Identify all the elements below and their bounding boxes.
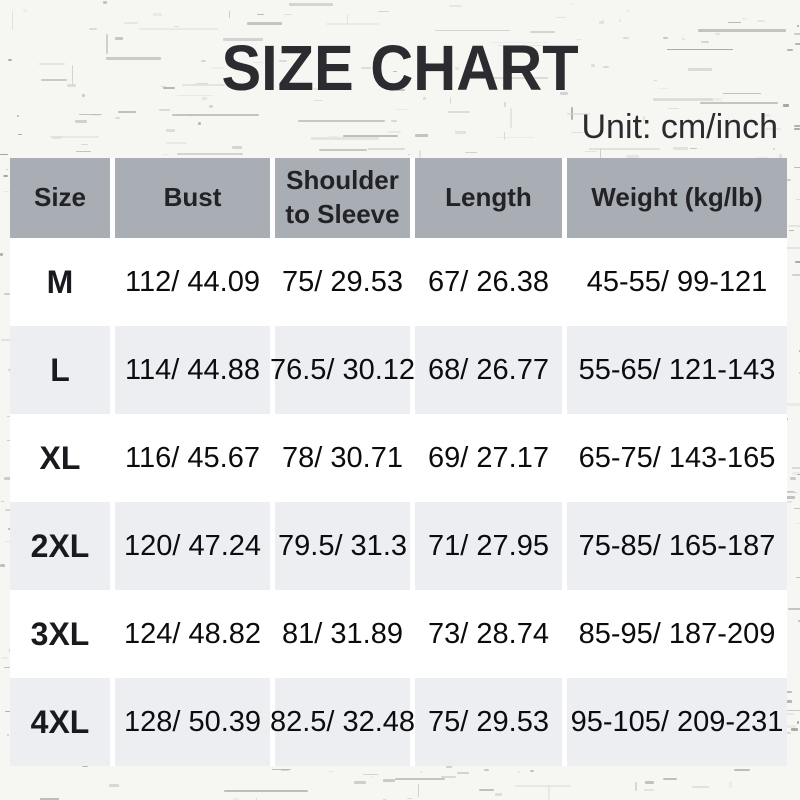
table-row-m: M 112/ 44.09 75/ 29.53 67/ 26.38 45-55/ … <box>10 238 787 326</box>
table-row-l: L 114/ 44.88 76.5/ 30.12 68/ 26.77 55-65… <box>10 326 787 414</box>
size-cell: L <box>10 326 110 414</box>
measurement-cell-length: 75/ 29.53 <box>415 678 562 766</box>
measurement-cell-length: 67/ 26.38 <box>415 238 562 326</box>
page-title: SIZE CHART <box>221 32 579 104</box>
column-header-length: Length <box>415 158 562 238</box>
measurement-cell-shoulder: 78/ 30.71 <box>275 414 410 502</box>
size-chart-table: Size Bust Shoulder to Sleeve Length Weig… <box>10 158 787 766</box>
measurement-cell-bust: 116/ 45.67 <box>115 414 270 502</box>
table-header-row: Size Bust Shoulder to Sleeve Length Weig… <box>10 158 787 238</box>
measurement-cell-bust: 120/ 47.24 <box>115 502 270 590</box>
measurement-cell-weight: 85-95/ 187-209 <box>567 590 787 678</box>
measurement-cell-weight: 45-55/ 99-121 <box>567 238 787 326</box>
size-cell: M <box>10 238 110 326</box>
column-header-shoulder-to-sleeve: Shoulder to Sleeve <box>275 158 410 238</box>
measurement-cell-weight: 65-75/ 143-165 <box>567 414 787 502</box>
measurement-cell-shoulder: 79.5/ 31.3 <box>275 502 410 590</box>
measurement-cell-bust: 112/ 44.09 <box>115 238 270 326</box>
measurement-cell-shoulder: 82.5/ 32.48 <box>270 678 415 766</box>
measurement-cell-length: 69/ 27.17 <box>415 414 562 502</box>
measurement-cell-length: 71/ 27.95 <box>415 502 562 590</box>
measurement-cell-bust: 124/ 48.82 <box>115 590 270 678</box>
column-header-bust: Bust <box>115 158 270 238</box>
measurement-cell-shoulder: 75/ 29.53 <box>275 238 410 326</box>
size-cell: XL <box>10 414 110 502</box>
unit-label: Unit: cm/inch <box>581 108 779 146</box>
table-row-3xl: 3XL 124/ 48.82 81/ 31.89 73/ 28.74 85-95… <box>10 590 787 678</box>
measurement-cell-length: 68/ 26.77 <box>415 326 562 414</box>
size-cell: 2XL <box>10 502 110 590</box>
size-cell: 4XL <box>10 678 110 766</box>
measurement-cell-length: 73/ 28.74 <box>415 590 562 678</box>
size-cell: 3XL <box>10 590 110 678</box>
measurement-cell-weight: 55-65/ 121-143 <box>567 326 787 414</box>
measurement-cell-bust: 128/ 50.39 <box>115 678 270 766</box>
measurement-cell-bust: 114/ 44.88 <box>115 326 270 414</box>
table-row-2xl: 2XL 120/ 47.24 79.5/ 31.3 71/ 27.95 75-8… <box>10 502 787 590</box>
measurement-cell-weight: 95-105/ 209-231 <box>567 678 787 766</box>
measurement-cell-shoulder: 76.5/ 30.12 <box>270 326 415 414</box>
measurement-cell-shoulder: 81/ 31.89 <box>275 590 410 678</box>
table-row-xl: XL 116/ 45.67 78/ 30.71 69/ 27.17 65-75/… <box>10 414 787 502</box>
measurement-cell-weight: 75-85/ 165-187 <box>567 502 787 590</box>
column-header-size: Size <box>10 158 110 238</box>
column-header-weight: Weight (kg/lb) <box>567 158 787 238</box>
table-row-4xl: 4XL 128/ 50.39 82.5/ 32.48 75/ 29.53 95-… <box>10 678 787 766</box>
